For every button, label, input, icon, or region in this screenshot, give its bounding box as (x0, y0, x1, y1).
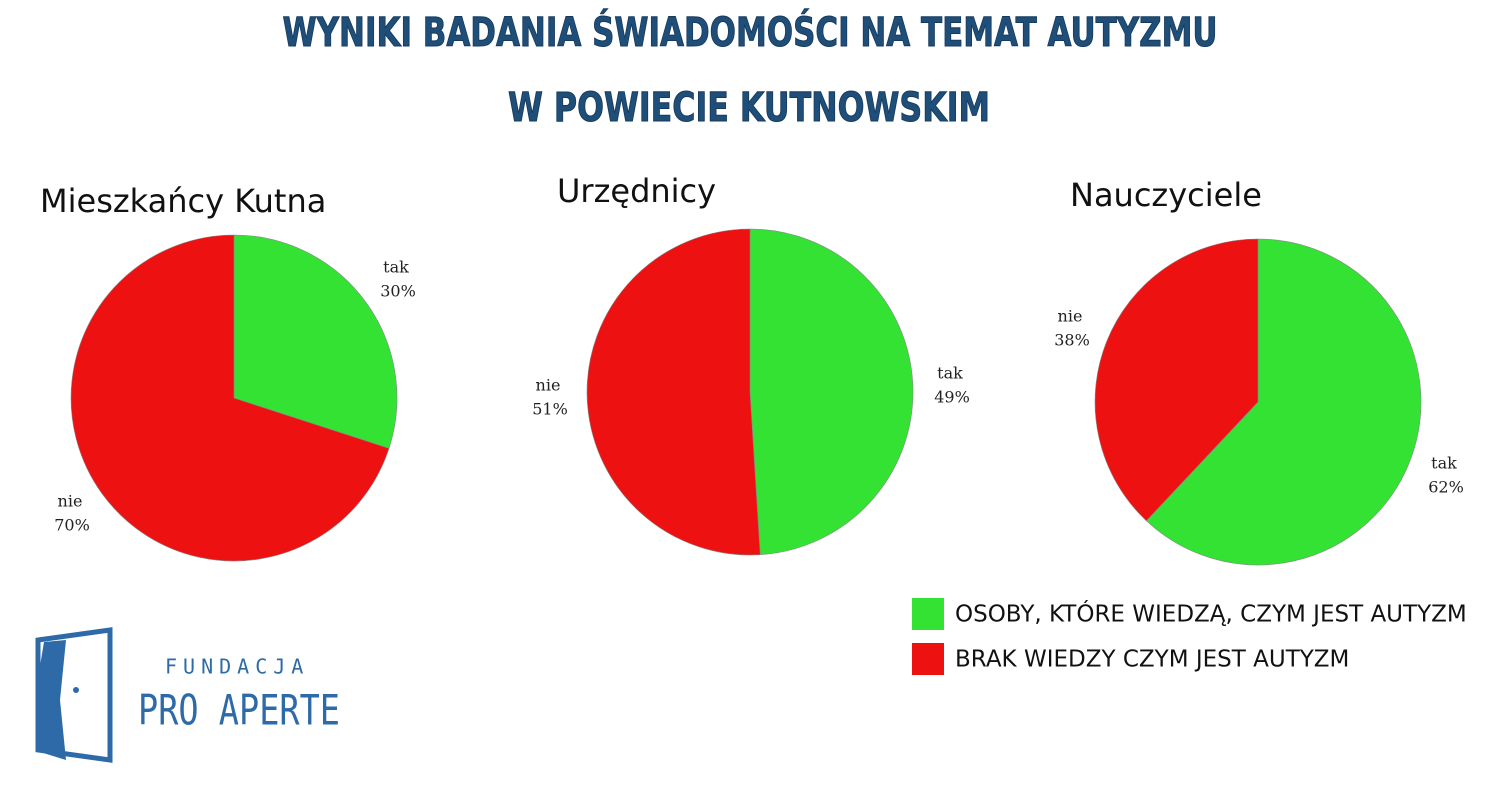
slice-value: 70% (54, 516, 90, 535)
pie-slice (1145, 238, 1422, 566)
legend-swatch (912, 643, 944, 675)
slice-value: 38% (1054, 331, 1090, 350)
title-line: W POWIECIE KUTNOWSKIM (508, 85, 990, 131)
pie-slice (70, 234, 390, 562)
slice-value: 51% (532, 400, 568, 419)
legend-label: OSOBY, KTÓRE WIEDZĄ, CZYM JEST AUTYZM (955, 600, 1467, 628)
pie-slice (586, 228, 761, 556)
slice-value: 49% (934, 388, 970, 407)
slice-category: nie (58, 492, 83, 511)
logo-text: FUNDACJA (165, 655, 309, 679)
slice-category: tak (383, 258, 409, 277)
pie-slice (749, 228, 914, 555)
logo-text: PRO APERTE (138, 686, 340, 735)
slice-category: tak (937, 364, 963, 383)
title-line: WYNIKI BADANIA ŚWIADOMOŚCI NA TEMAT AUTY… (283, 8, 1218, 56)
chart-title: Nauczyciele (1070, 176, 1262, 214)
door-knob (73, 687, 79, 693)
logo: FUNDACJA PRO APERTE (35, 627, 340, 763)
slice-category: tak (1431, 454, 1457, 473)
slice-category: nie (1058, 307, 1083, 326)
legend-swatch (912, 598, 944, 630)
chart-title: Urzędnicy (557, 172, 716, 210)
slice-value: 62% (1428, 478, 1464, 497)
legend-label: BRAK WIEDZY CZYM JEST AUTYZM (955, 647, 1349, 673)
slice-value: 30% (380, 282, 416, 301)
door-figure (36, 640, 66, 760)
pie-slice (1094, 238, 1259, 522)
slice-category: nie (536, 376, 561, 395)
chart-title: Mieszkańcy Kutna (40, 182, 326, 220)
pie-slice (233, 234, 398, 449)
